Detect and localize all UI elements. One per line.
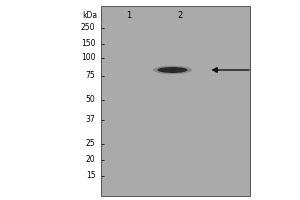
Bar: [100, 6, 250, 196]
Text: 250: 250: [81, 23, 95, 32]
Text: 2: 2: [177, 11, 183, 20]
Ellipse shape: [158, 67, 188, 73]
Text: 1: 1: [126, 11, 132, 20]
Text: kDa: kDa: [82, 11, 98, 20]
Ellipse shape: [153, 66, 192, 74]
Text: 75: 75: [86, 72, 95, 80]
Text: 150: 150: [81, 40, 95, 48]
Text: 15: 15: [86, 171, 95, 180]
Text: 100: 100: [81, 53, 95, 62]
Text: 25: 25: [86, 140, 95, 148]
Text: 37: 37: [86, 116, 95, 124]
Text: 20: 20: [86, 156, 95, 164]
Text: 50: 50: [86, 96, 95, 104]
